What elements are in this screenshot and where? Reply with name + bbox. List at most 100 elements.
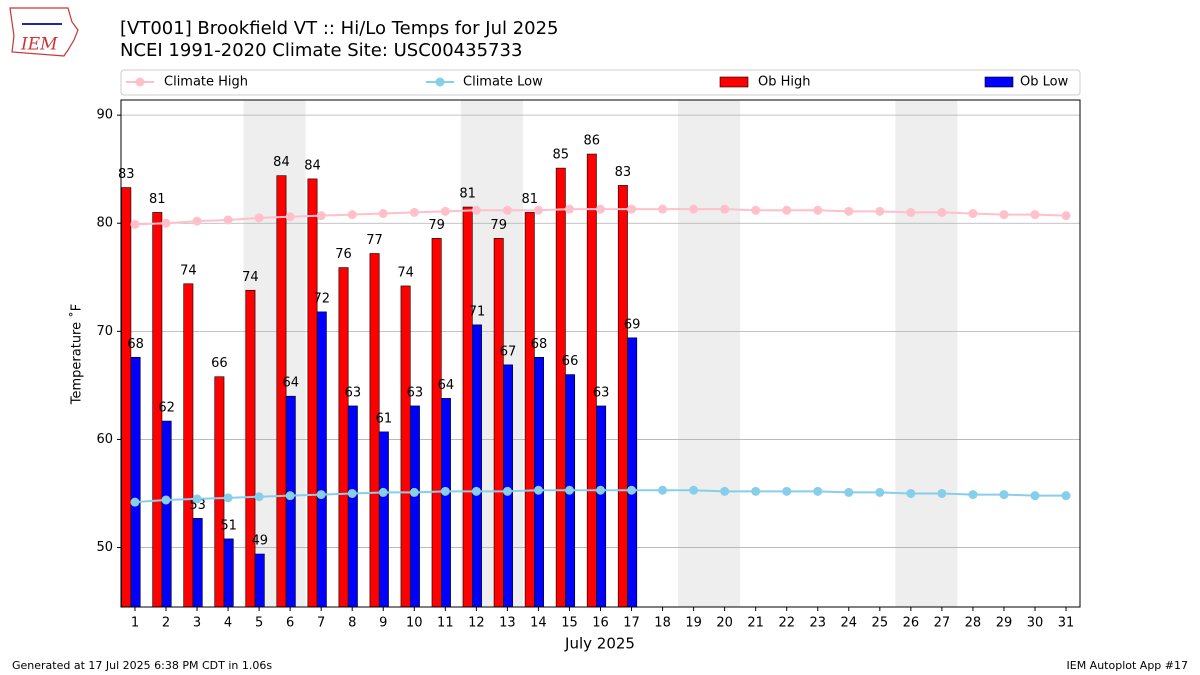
value-label: 68 [531, 337, 548, 352]
value-label: 72 [314, 291, 331, 306]
marker [875, 206, 885, 216]
value-label: 74 [397, 265, 414, 280]
y-tick-label: 60 [96, 432, 113, 447]
marker [471, 486, 481, 496]
legend-box [120, 69, 1081, 96]
value-label: 86 [584, 134, 601, 149]
value-label: 79 [428, 218, 445, 233]
marker [751, 486, 761, 496]
value-label: 84 [304, 158, 321, 173]
marker [999, 490, 1009, 500]
marker [378, 209, 388, 219]
marker [720, 204, 730, 214]
bar [316, 311, 327, 608]
bar [493, 238, 504, 608]
logo-text: IEM [20, 35, 58, 55]
marker [813, 486, 823, 496]
bar [192, 518, 203, 608]
marker [999, 210, 1009, 220]
value-label: 74 [242, 270, 259, 285]
bar [586, 153, 597, 608]
bar [378, 431, 389, 608]
y-tick-label: 90 [96, 108, 113, 123]
x-tick-label: 21 [747, 616, 764, 631]
marker [409, 487, 419, 497]
marker [1030, 491, 1040, 501]
value-label: 64 [438, 378, 455, 393]
x-tick-label: 3 [193, 616, 201, 631]
x-tick-label: 16 [592, 616, 609, 631]
legend-label: Ob High [758, 75, 811, 90]
marker [906, 488, 916, 498]
y-tick-label: 70 [96, 324, 113, 339]
value-label: 69 [624, 317, 641, 332]
marker [968, 209, 978, 219]
x-tick-label: 2 [162, 616, 170, 631]
bar [183, 283, 194, 608]
bar [161, 420, 172, 608]
chart-title: [VT001] Brookfield VT :: Hi/Lo Temps for… [120, 18, 559, 39]
value-label: 85 [553, 148, 570, 163]
marker [564, 204, 574, 214]
legend-label: Climate High [164, 75, 248, 90]
weekend-band [678, 100, 741, 607]
bar [254, 553, 265, 608]
marker [316, 211, 326, 221]
x-tick-label: 6 [286, 616, 294, 631]
marker [1030, 210, 1040, 220]
marker [689, 485, 699, 495]
marker [564, 485, 574, 495]
x-tick-label: 14 [530, 616, 547, 631]
x-tick-label: 26 [903, 616, 920, 631]
y-axis-label: Temperature ˚F [69, 304, 85, 405]
x-tick-label: 19 [685, 616, 702, 631]
x-tick-label: 28 [965, 616, 982, 631]
bar [285, 395, 296, 608]
bar [307, 178, 318, 608]
marker [409, 207, 419, 217]
bar [223, 538, 234, 608]
value-label: 66 [211, 356, 228, 371]
value-label: 83 [615, 165, 632, 180]
bar [472, 324, 482, 608]
bar [409, 405, 420, 608]
marker [130, 219, 140, 229]
logo-outline [9, 7, 79, 57]
marker [223, 493, 233, 503]
x-tick-label: 12 [468, 616, 485, 631]
x-tick-label: 27 [934, 616, 951, 631]
bar [440, 398, 451, 608]
marker [378, 487, 388, 497]
value-label: 67 [500, 344, 517, 359]
value-label: 84 [273, 155, 290, 170]
chart-subtitle: NCEI 1991-2020 Climate Site: USC00435733 [120, 40, 522, 61]
plot-frame [120, 99, 1081, 608]
marker [502, 486, 512, 496]
marker [223, 215, 233, 225]
value-label: 62 [158, 401, 175, 416]
marker [471, 205, 481, 215]
bar [276, 175, 287, 608]
bar [369, 253, 380, 608]
x-axis-label: July 2025 [564, 635, 635, 653]
legend-swatch [719, 76, 749, 88]
marker [254, 213, 264, 223]
marker [689, 204, 699, 214]
marker [440, 486, 450, 496]
marker [533, 205, 543, 215]
marker [533, 485, 543, 495]
bar [596, 405, 607, 608]
value-label: 51 [220, 518, 237, 533]
bar [130, 356, 141, 608]
value-label: 63 [593, 385, 610, 400]
marker [627, 204, 637, 214]
weekend-band [895, 100, 958, 607]
x-tick-label: 4 [224, 616, 232, 631]
bar [347, 405, 358, 608]
legend-label: Ob Low [1020, 75, 1069, 90]
bar [617, 185, 628, 608]
marker [627, 485, 637, 495]
marker [906, 207, 916, 217]
marker [440, 206, 450, 216]
